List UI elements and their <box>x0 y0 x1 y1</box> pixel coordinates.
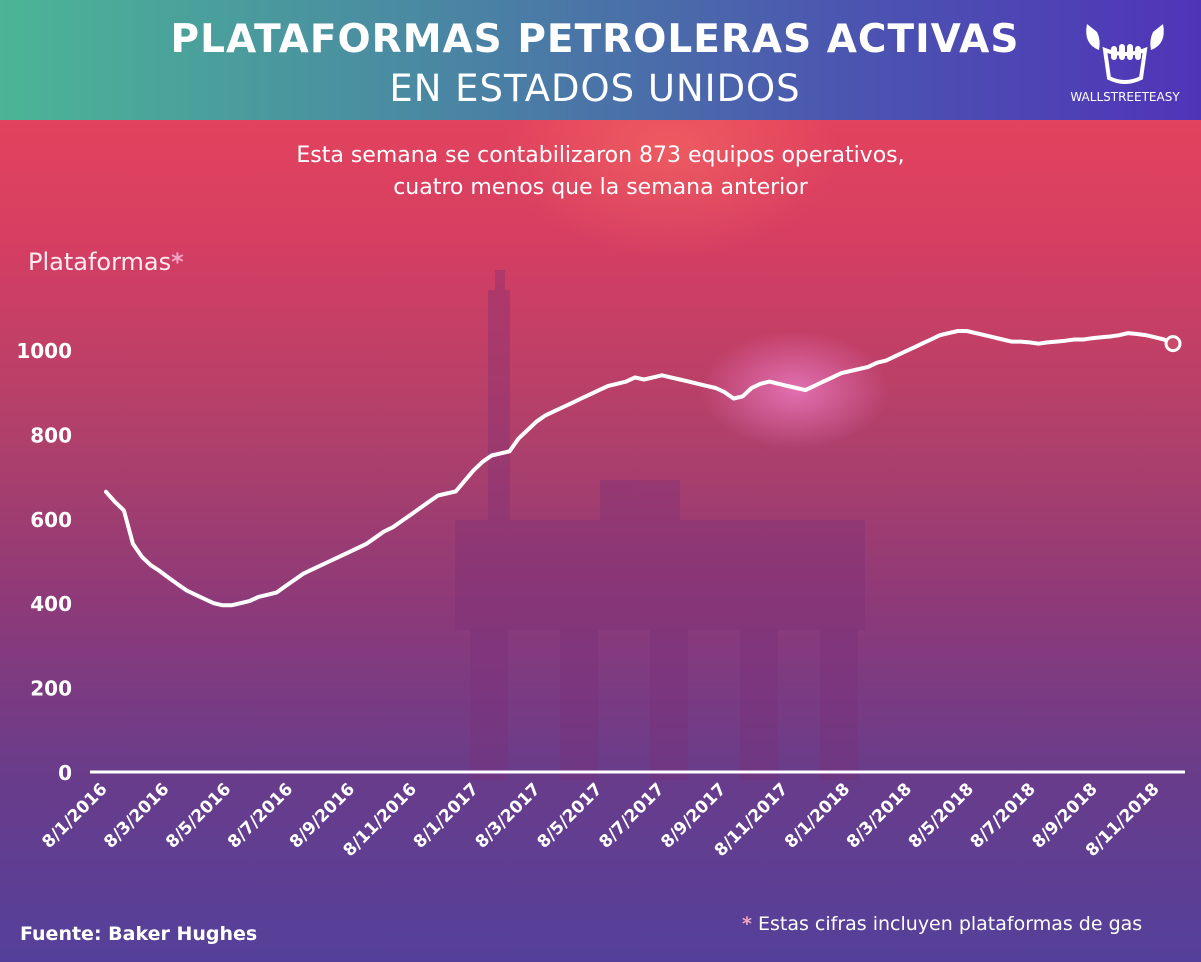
subtitle-line2: cuatro menos que la semana anterior <box>393 175 808 200</box>
x-tick-label: 8/3/2016 <box>100 779 173 852</box>
x-tick-label: 8/3/2017 <box>472 779 545 852</box>
logo-text: WALLSTREETEASY <box>1070 90 1180 104</box>
sun-glow <box>700 330 890 450</box>
asterisk-icon: * <box>171 248 184 276</box>
footnote: * Estas cifras incluyen plataformas de g… <box>742 913 1142 935</box>
chart-title: PLATAFORMAS PETROLERAS ACTIVAS <box>170 17 1020 62</box>
y-tick-label: 1000 <box>16 339 72 363</box>
x-tick-label: 8/5/2016 <box>162 779 235 852</box>
x-tick-label: 8/5/2017 <box>533 779 606 852</box>
y-tick-label: 400 <box>30 592 72 616</box>
y-tick-label: 0 <box>58 761 72 785</box>
footnote-text: Estas cifras incluyen plataformas de gas <box>757 913 1143 935</box>
header-banner: PLATAFORMAS PETROLERAS ACTIVAS EN ESTADO… <box>0 0 1201 120</box>
x-tick-label: 8/3/2018 <box>843 779 916 852</box>
x-tick-label: 8/7/2017 <box>595 779 668 852</box>
asterisk-icon: * <box>742 913 752 935</box>
wallstreeteasy-logo: WALLSTREETEASY <box>1065 12 1185 112</box>
x-tick-label: 8/1/2018 <box>781 779 854 852</box>
y-axis-label: Plataformas* <box>28 248 184 276</box>
chart-subtitle: Esta semana se contabilizaron 873 equipo… <box>0 140 1201 204</box>
y-tick-label: 200 <box>30 677 72 701</box>
y-axis-label-text: Plataformas <box>28 248 172 276</box>
subtitle-line1: Esta semana se contabilizaron 873 equipo… <box>296 143 905 168</box>
series-line <box>104 329 1175 608</box>
x-tick-label: 8/7/2016 <box>224 779 297 852</box>
series-end-marker <box>1164 335 1182 353</box>
y-tick-label: 800 <box>30 423 72 447</box>
x-tick-label: 8/7/2018 <box>967 779 1040 852</box>
x-tick-label: 8/1/2016 <box>38 779 111 852</box>
x-tick-label: 8/1/2017 <box>410 779 483 852</box>
y-tick-label: 600 <box>30 508 72 532</box>
chart-title-line2: EN ESTADOS UNIDOS <box>389 67 801 110</box>
x-tick-label: 8/5/2018 <box>905 779 978 852</box>
source-note: Fuente: Baker Hughes <box>20 923 258 945</box>
bull-fist-icon <box>1086 24 1164 84</box>
